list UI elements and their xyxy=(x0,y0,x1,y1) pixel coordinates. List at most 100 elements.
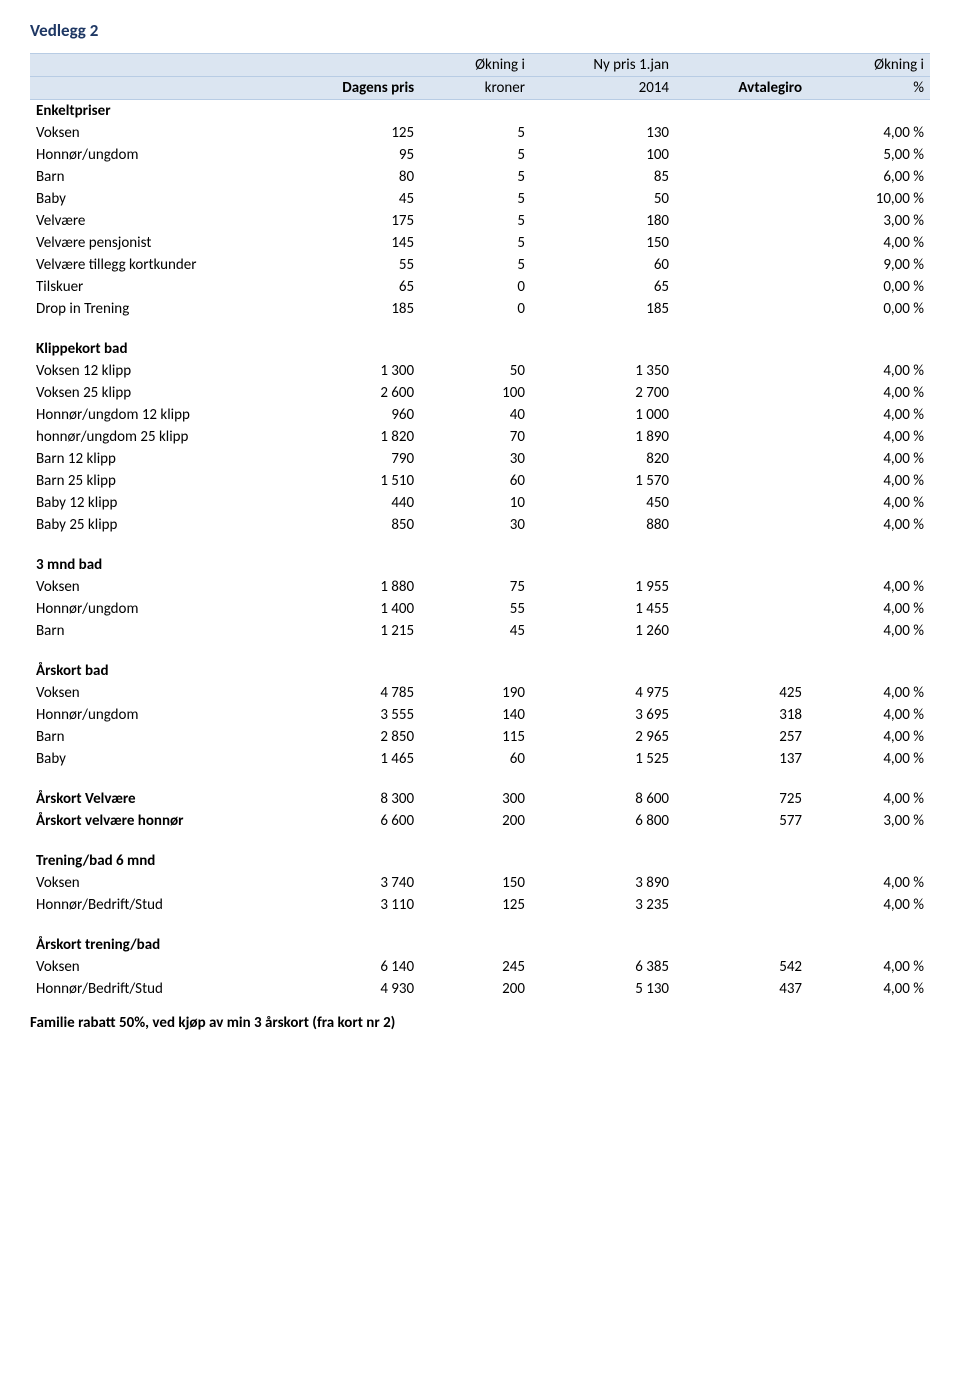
cell-dagens: 6 600 xyxy=(298,810,420,832)
cell-nypris: 3 235 xyxy=(531,894,675,916)
cell-dagens: 55 xyxy=(298,254,420,276)
cell-pct: 4,00 % xyxy=(808,360,930,382)
cell-avtale xyxy=(675,598,808,620)
cell-nypris: 1 350 xyxy=(531,360,675,382)
cell-pct: 4,00 % xyxy=(808,956,930,978)
row-label: Barn xyxy=(30,726,298,748)
cell-dagens: 4 930 xyxy=(298,978,420,1000)
cell-avtale xyxy=(675,232,808,254)
cell-dagens: 1 820 xyxy=(298,426,420,448)
cell-nypris: 4 975 xyxy=(531,682,675,704)
cell-okning: 30 xyxy=(420,514,531,536)
cell-nypris: 1 955 xyxy=(531,576,675,598)
cell-nypris: 3 695 xyxy=(531,704,675,726)
cell-dagens: 145 xyxy=(298,232,420,254)
cell-avtale xyxy=(675,448,808,470)
cell-avtale: 542 xyxy=(675,956,808,978)
cell-pct: 4,00 % xyxy=(808,872,930,894)
row-label: Voksen 12 klipp xyxy=(30,360,298,382)
row-label: Honnør/ungdom 12 klipp xyxy=(30,404,298,426)
cell-pct: 9,00 % xyxy=(808,254,930,276)
cell-pct: 4,00 % xyxy=(808,704,930,726)
cell-avtale xyxy=(675,188,808,210)
cell-okning: 0 xyxy=(420,298,531,320)
cell-pct: 4,00 % xyxy=(808,726,930,748)
cell-avtale xyxy=(675,122,808,144)
cell-okning: 100 xyxy=(420,382,531,404)
row-label: Voksen xyxy=(30,872,298,894)
cell-nypris: 130 xyxy=(531,122,675,144)
cell-nypris: 3 890 xyxy=(531,872,675,894)
cell-avtale: 437 xyxy=(675,978,808,1000)
row-label: Barn xyxy=(30,620,298,642)
cell-avtale: 577 xyxy=(675,810,808,832)
cell-nypris: 8 600 xyxy=(531,788,675,810)
header-blank2 xyxy=(30,77,298,100)
cell-okning: 300 xyxy=(420,788,531,810)
col-okning-kr-1: Økning i xyxy=(420,54,531,77)
cell-okning: 115 xyxy=(420,726,531,748)
cell-nypris: 65 xyxy=(531,276,675,298)
col-avtale: Avtalegiro xyxy=(675,77,808,100)
cell-nypris: 820 xyxy=(531,448,675,470)
cell-okning: 50 xyxy=(420,360,531,382)
cell-nypris: 85 xyxy=(531,166,675,188)
cell-nypris: 6 385 xyxy=(531,956,675,978)
cell-pct: 4,00 % xyxy=(808,748,930,770)
cell-pct: 4,00 % xyxy=(808,382,930,404)
cell-dagens: 3 555 xyxy=(298,704,420,726)
cell-dagens: 95 xyxy=(298,144,420,166)
cell-nypris: 185 xyxy=(531,298,675,320)
cell-pct: 4,00 % xyxy=(808,426,930,448)
cell-pct: 4,00 % xyxy=(808,514,930,536)
cell-avtale: 318 xyxy=(675,704,808,726)
col-okning-pct-2: % xyxy=(808,77,930,100)
cell-dagens: 790 xyxy=(298,448,420,470)
cell-dagens: 440 xyxy=(298,492,420,514)
cell-okning: 5 xyxy=(420,232,531,254)
cell-pct: 0,00 % xyxy=(808,298,930,320)
cell-okning: 200 xyxy=(420,810,531,832)
header-blank xyxy=(30,54,298,77)
cell-pct: 4,00 % xyxy=(808,232,930,254)
cell-pct: 4,00 % xyxy=(808,978,930,1000)
cell-nypris: 1 570 xyxy=(531,470,675,492)
cell-okning: 5 xyxy=(420,122,531,144)
cell-dagens: 3 740 xyxy=(298,872,420,894)
row-label: Velvære xyxy=(30,210,298,232)
row-label: Baby xyxy=(30,188,298,210)
cell-nypris: 5 130 xyxy=(531,978,675,1000)
row-label: Honnør/ungdom xyxy=(30,598,298,620)
cell-okning: 60 xyxy=(420,470,531,492)
row-label: Honnør/Bedrift/Stud xyxy=(30,978,298,1000)
cell-okning: 0 xyxy=(420,276,531,298)
cell-avtale xyxy=(675,298,808,320)
row-label: honnør/ungdom 25 klipp xyxy=(30,426,298,448)
row-label: Baby 12 klipp xyxy=(30,492,298,514)
cell-nypris: 450 xyxy=(531,492,675,514)
cell-pct: 4,00 % xyxy=(808,122,930,144)
row-label: Voksen 25 klipp xyxy=(30,382,298,404)
cell-avtale xyxy=(675,210,808,232)
cell-okning: 40 xyxy=(420,404,531,426)
cell-dagens: 2 850 xyxy=(298,726,420,748)
cell-okning: 125 xyxy=(420,894,531,916)
cell-dagens: 1 880 xyxy=(298,576,420,598)
cell-pct: 10,00 % xyxy=(808,188,930,210)
cell-nypris: 100 xyxy=(531,144,675,166)
cell-pct: 4,00 % xyxy=(808,620,930,642)
cell-okning: 30 xyxy=(420,448,531,470)
row-label: Barn 25 klipp xyxy=(30,470,298,492)
cell-avtale: 257 xyxy=(675,726,808,748)
cell-okning: 140 xyxy=(420,704,531,726)
cell-dagens: 1 215 xyxy=(298,620,420,642)
col-dagens: Dagens pris xyxy=(298,77,420,100)
row-label: Baby 25 klipp xyxy=(30,514,298,536)
cell-nypris: 1 260 xyxy=(531,620,675,642)
cell-dagens: 175 xyxy=(298,210,420,232)
row-label: Voksen xyxy=(30,956,298,978)
section-title: Enkeltpriser xyxy=(30,100,298,123)
cell-pct: 4,00 % xyxy=(808,492,930,514)
cell-okning: 190 xyxy=(420,682,531,704)
row-label: Baby xyxy=(30,748,298,770)
